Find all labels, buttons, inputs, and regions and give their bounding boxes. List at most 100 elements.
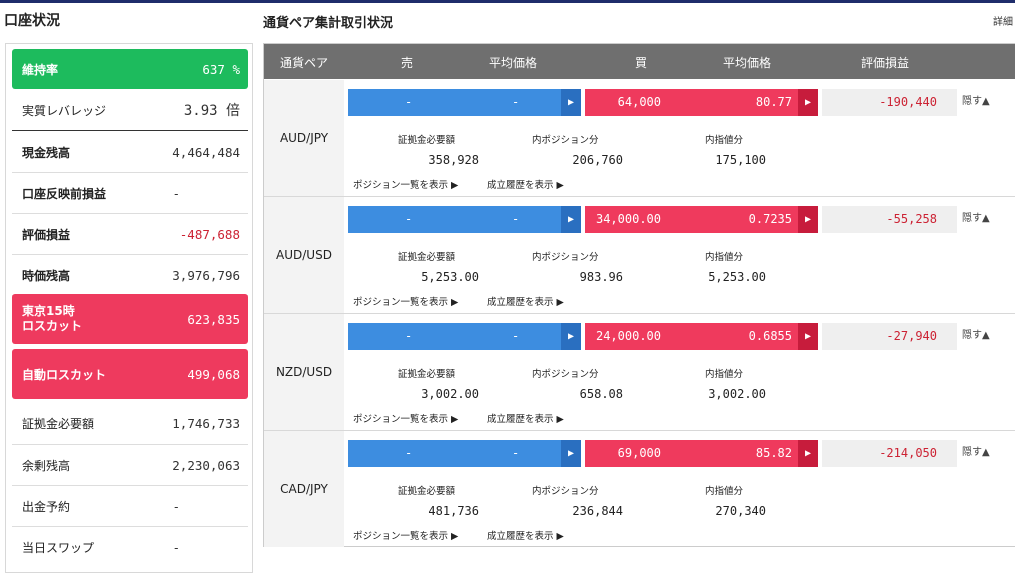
order-label: 内指値分 xyxy=(705,369,744,380)
sell-button[interactable]: - - ▶ xyxy=(348,323,581,350)
margin-value: 5,253.00 xyxy=(421,270,479,284)
header-buy-avg: 平均価格 xyxy=(723,56,772,70)
sell-avg-price: - xyxy=(512,446,520,460)
unrealized-before-reflect-row: 口座反映前損益 - xyxy=(12,173,248,214)
hide-link[interactable]: 隠す▲ xyxy=(962,213,990,224)
buy-button[interactable]: 34,000.00 0.7235 ▶ xyxy=(585,206,818,233)
buy-avg-price: 0.7235 xyxy=(748,212,792,226)
surplus-balance-row: 余剰残高 2,230,063 xyxy=(12,445,248,486)
row-value: - xyxy=(172,498,180,514)
valuation-pl: -55,258 xyxy=(822,206,957,233)
today-swap-row: 当日スワップ - xyxy=(12,527,248,568)
market-value-row: 時価残高 3,976,796 xyxy=(12,255,248,296)
row-value: 623,835 xyxy=(187,311,240,327)
required-margin-row: 証拠金必要額 1,746,733 xyxy=(12,403,248,445)
withdrawal-reservation-row: 出金予約 - xyxy=(12,486,248,527)
table-header: 通貨ペア 売 平均価格 買 平均価格 評価損益 xyxy=(264,44,1015,79)
position-label: 内ポジション分 xyxy=(532,252,599,263)
buy-button[interactable]: 64,000 80.77 ▶ xyxy=(585,89,818,116)
header-buy: 買 xyxy=(635,56,648,70)
auto-losscut-row: 自動ロスカット 499,068 xyxy=(12,349,248,399)
detail-link[interactable]: 詳細 xyxy=(993,17,1013,28)
row-value: 3,976,796 xyxy=(172,267,240,283)
margin-label: 証拠金必要額 xyxy=(398,369,456,380)
hide-link[interactable]: 隠す▲ xyxy=(962,96,990,107)
row-value: 2,230,063 xyxy=(172,457,240,473)
buy-avg-price: 85.82 xyxy=(755,446,792,460)
account-status-panel: 維持率 637 % 実質レバレッジ 3.93 倍 現金残高 4,464,484 … xyxy=(5,43,253,573)
play-arrow-icon: ▶ xyxy=(798,323,818,350)
position-list-link[interactable]: ポジション一覧を表示 ▶ xyxy=(353,180,459,191)
position-label: 内ポジション分 xyxy=(532,486,599,497)
row-value: 499,068 xyxy=(187,366,240,382)
buy-button[interactable]: 24,000.00 0.6855 ▶ xyxy=(585,323,818,350)
trade-history-link[interactable]: 成立履歴を表示 ▶ xyxy=(487,180,564,191)
trade-history-link[interactable]: 成立履歴を表示 ▶ xyxy=(487,414,564,425)
buy-avg-price: 80.77 xyxy=(755,95,792,109)
margin-label: 証拠金必要額 xyxy=(398,486,456,497)
row-value: 637 % xyxy=(202,61,240,77)
sell-button[interactable]: - - ▶ xyxy=(348,206,581,233)
row-label: 評価損益 xyxy=(22,227,71,242)
trade-history-link[interactable]: 成立履歴を表示 ▶ xyxy=(487,297,564,308)
position-list-link[interactable]: ポジション一覧を表示 ▶ xyxy=(353,414,459,425)
row-label: 出金予約 xyxy=(22,499,71,514)
valuation-pl-row: 評価損益 -487,688 xyxy=(12,214,248,255)
position-value: 236,844 xyxy=(572,504,623,518)
buy-button[interactable]: 69,000 85.82 ▶ xyxy=(585,440,818,467)
row-value: 3.93 倍 xyxy=(183,103,240,119)
tokyo-15-losscut-row: 東京15時 ロスカット 623,835 xyxy=(12,294,248,344)
row-label: 維持率 xyxy=(22,62,59,77)
play-arrow-icon: ▶ xyxy=(798,440,818,467)
pair-name: CAD/JPY xyxy=(264,431,344,547)
order-label: 内指値分 xyxy=(705,486,744,497)
pair-name: AUD/USD xyxy=(264,197,344,313)
top-accent-bar xyxy=(0,0,1015,3)
row-label: 当日スワップ xyxy=(22,541,95,555)
header-sell: 売 xyxy=(401,56,414,70)
row-label-line2: ロスカット xyxy=(22,319,83,333)
position-list-link[interactable]: ポジション一覧を表示 ▶ xyxy=(353,297,459,308)
position-label: 内ポジション分 xyxy=(532,135,599,146)
buy-amount: 69,000 xyxy=(617,446,661,460)
play-arrow-icon: ▶ xyxy=(561,440,581,467)
row-label: 余剰残高 xyxy=(22,458,71,473)
table-row: NZD/USD - - ▶ 24,000.00 0.6855 ▶ -27,940… xyxy=(264,314,1015,431)
sell-button[interactable]: - - ▶ xyxy=(348,440,581,467)
position-value: 206,760 xyxy=(572,153,623,167)
row-value: - xyxy=(172,185,180,201)
valuation-pl: -214,050 xyxy=(822,440,957,467)
play-arrow-icon: ▶ xyxy=(798,89,818,116)
margin-label: 証拠金必要額 xyxy=(398,252,456,263)
maintenance-rate-row: 維持率 637 % xyxy=(12,49,248,89)
margin-label: 証拠金必要額 xyxy=(398,135,456,146)
sell-avg-price: - xyxy=(512,329,520,343)
row-label-line1: 東京15時 xyxy=(22,304,75,318)
order-value: 270,340 xyxy=(715,504,766,518)
sell-amount: - xyxy=(405,95,413,109)
account-status-title: 口座状況 xyxy=(4,13,60,29)
play-arrow-icon: ▶ xyxy=(561,323,581,350)
margin-value: 3,002.00 xyxy=(421,387,479,401)
valuation-pl: -190,440 xyxy=(822,89,957,116)
sell-amount: - xyxy=(405,212,413,226)
sell-button[interactable]: - - ▶ xyxy=(348,89,581,116)
cash-balance-row: 現金残高 4,464,484 xyxy=(12,132,248,173)
header-pl: 評価損益 xyxy=(861,56,910,70)
pair-name: NZD/USD xyxy=(264,314,344,430)
trade-history-link[interactable]: 成立履歴を表示 ▶ xyxy=(487,531,564,542)
pair-summary-title: 通貨ペア集計取引状況 xyxy=(263,16,394,31)
buy-avg-price: 0.6855 xyxy=(748,329,792,343)
hide-link[interactable]: 隠す▲ xyxy=(962,447,990,458)
leverage-row: 実質レバレッジ 3.93 倍 xyxy=(12,90,248,131)
order-value: 3,002.00 xyxy=(708,387,766,401)
order-label: 内指値分 xyxy=(705,252,744,263)
row-value: - xyxy=(172,540,180,555)
margin-value: 481,736 xyxy=(428,504,479,518)
buy-amount: 34,000.00 xyxy=(595,212,661,226)
pair-name: AUD/JPY xyxy=(264,80,344,196)
position-list-link[interactable]: ポジション一覧を表示 ▶ xyxy=(353,531,459,542)
table-row: CAD/JPY - - ▶ 69,000 85.82 ▶ -214,050 隠す… xyxy=(264,431,1015,548)
hide-link[interactable]: 隠す▲ xyxy=(962,330,990,341)
row-label: 時価残高 xyxy=(22,268,71,283)
